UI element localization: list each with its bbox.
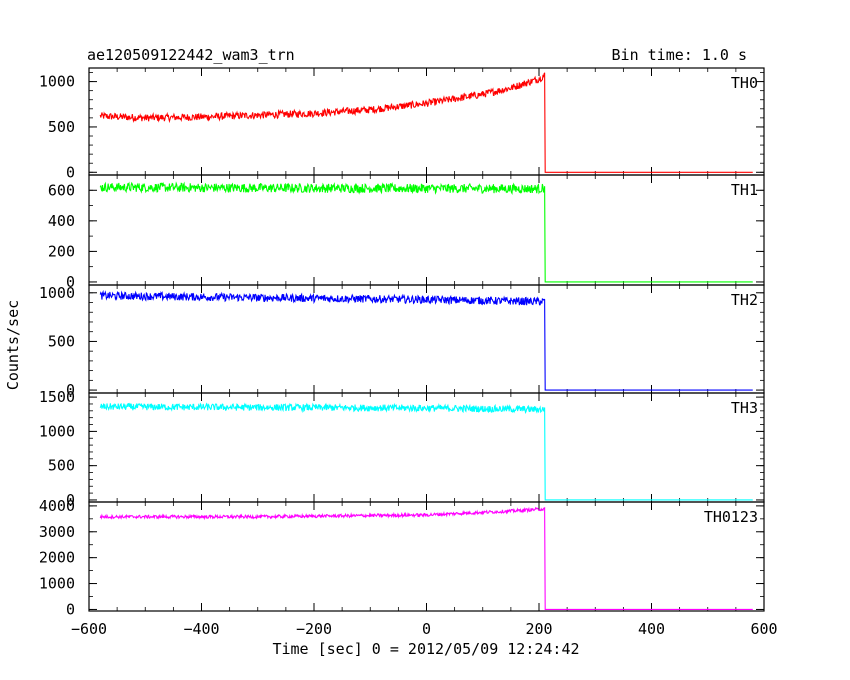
- panel-label: TH1: [731, 181, 758, 199]
- panel-frame: [88, 501, 765, 612]
- y-tick-label: 1000: [39, 73, 75, 91]
- y-tick-label: 4000: [39, 497, 75, 515]
- x-tick-label: −400: [183, 620, 219, 638]
- y-tick-label: 3000: [39, 523, 75, 541]
- panel-frame: [88, 67, 765, 176]
- x-tick-label: −200: [296, 620, 332, 638]
- y-tick-label: 500: [48, 457, 75, 475]
- y-tick-label: 1000: [39, 284, 75, 302]
- series-line-th0: [99, 72, 753, 173]
- y-tick-label: 0: [66, 273, 75, 291]
- x-tick-labels: −600 −400 −200 0 200 400 600: [71, 620, 778, 638]
- y-tick-label: 500: [48, 332, 75, 350]
- panel-th0123: 0 1000 2000 3000 4000 TH0123: [39, 497, 765, 618]
- panel-label: TH0: [731, 74, 758, 92]
- y-tick-label: 400: [48, 212, 75, 230]
- panel-frame: [88, 174, 765, 286]
- y-tick-label: 1500: [39, 388, 75, 406]
- panel-label: TH3: [731, 399, 758, 417]
- y-tick-label: 500: [48, 118, 75, 136]
- bin-time-label: Bin time: 1.0 s: [612, 46, 747, 64]
- y-tick-label: 0: [66, 381, 75, 399]
- series-line-th2: [99, 289, 753, 391]
- panel-label: TH2: [731, 291, 758, 309]
- panel-th1: 0 200 400 600 TH1: [48, 174, 765, 291]
- y-tick-label: 0: [66, 163, 75, 181]
- series-line-th0123: [99, 506, 753, 610]
- y-tick-label: 600: [48, 181, 75, 199]
- y-axis-label: Counts/sec: [4, 300, 22, 390]
- y-tick-label: 1000: [39, 575, 75, 593]
- series-line-th3: [99, 402, 753, 501]
- chart-title: ae120509122442_wam3_trn: [87, 46, 295, 64]
- x-tick-label: −600: [71, 620, 107, 638]
- series-line-th1: [99, 181, 753, 283]
- x-tick-label: 400: [638, 620, 665, 638]
- x-tick-label: 0: [422, 620, 431, 638]
- panel-th2: 0 500 1000 TH2: [39, 284, 765, 399]
- y-tick-label: 2000: [39, 549, 75, 567]
- y-tick-label: 200: [48, 242, 75, 260]
- y-tick-label: 1000: [39, 422, 75, 440]
- x-tick-label: 600: [750, 620, 777, 638]
- panel-th0: 0 500 1000 TH0: [39, 67, 765, 181]
- panel-label: TH0123: [704, 508, 758, 526]
- panel-th3: 0 500 1000 1500 TH3: [39, 388, 765, 509]
- y-tick-label: 0: [66, 600, 75, 618]
- x-tick-label: 200: [525, 620, 552, 638]
- panels-group: 0 500 1000 TH0 0 200 400 600 TH1 0 500 1000 TH2 0 500 1…: [39, 67, 765, 618]
- x-axis-label: Time [sec] 0 = 2012/05/09 12:24:42: [272, 640, 579, 658]
- y-tick-label: 0: [66, 491, 75, 509]
